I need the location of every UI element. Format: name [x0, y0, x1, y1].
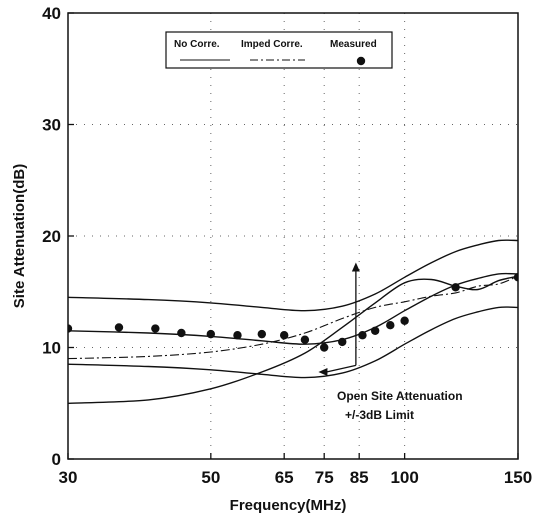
- annotation-arrows: [318, 262, 360, 377]
- x-tick-label-75: 75: [315, 468, 334, 487]
- legend-swatch-measured: [356, 56, 366, 66]
- y-tick-label-40: 40: [42, 4, 61, 23]
- arrow-left-head: [318, 368, 328, 377]
- series-no-corre-line: [68, 275, 518, 404]
- y-axis-title: Site Attenuation(dB): [11, 164, 28, 308]
- data-point-measured-1: [114, 323, 124, 332]
- arrow-left-shaft: [326, 364, 357, 373]
- series-imped-corre-line: [68, 275, 518, 360]
- data-point-measured-16: [513, 273, 518, 282]
- y-tick-label-0: 0: [52, 450, 61, 469]
- series-3db-limit-line: [68, 306, 518, 379]
- x-tick-label-100: 100: [390, 468, 418, 487]
- data-point-measured-9: [319, 343, 329, 352]
- tick-layer: 30 50 65 75 85 100 150 0 10 20 30 40: [42, 4, 532, 487]
- annotation: Open Site Attenuation +/-3dB Limit: [337, 389, 463, 422]
- y-tick-label-30: 30: [42, 116, 61, 135]
- legend: No Corre. Imped Corre. Measured: [165, 31, 393, 69]
- series-layer: [68, 239, 518, 404]
- data-point-measured-5: [233, 331, 242, 340]
- legend-box: [165, 31, 393, 69]
- series-3db-limit-line: [68, 239, 518, 312]
- data-point-measured-3: [177, 328, 186, 338]
- x-tick-label-50: 50: [201, 468, 220, 487]
- legend-label-measured: Measured: [330, 39, 377, 50]
- data-point-measured-8: [300, 335, 310, 344]
- data-point-measured-14: [400, 316, 409, 325]
- grid-layer: [68, 13, 518, 459]
- x-tick-label-65: 65: [275, 468, 294, 487]
- x-tick-label-150: 150: [504, 468, 532, 487]
- x-tick-label-85: 85: [350, 468, 369, 487]
- data-point-measured-13: [386, 321, 395, 330]
- annotation-line-2: +/-3dB Limit: [345, 408, 414, 422]
- data-point-measured-7: [279, 331, 289, 340]
- x-tick-label-30: 30: [59, 468, 78, 487]
- y-tick-label-20: 20: [42, 227, 61, 246]
- data-point-measured-2: [151, 324, 160, 333]
- data-point-measured-6: [257, 329, 267, 339]
- legend-label-no-corre: No Corre.: [174, 39, 220, 50]
- series-measured: [68, 273, 518, 352]
- y-tick-label-10: 10: [42, 339, 61, 358]
- series-open-site-attenuation-line: [68, 272, 518, 345]
- x-axis-title: Frequency(MHz): [230, 497, 347, 514]
- legend-label-imped-corre: Imped Corre.: [241, 39, 303, 50]
- arrow-up-head: [351, 262, 360, 272]
- annotation-line-1: Open Site Attenuation: [337, 389, 463, 403]
